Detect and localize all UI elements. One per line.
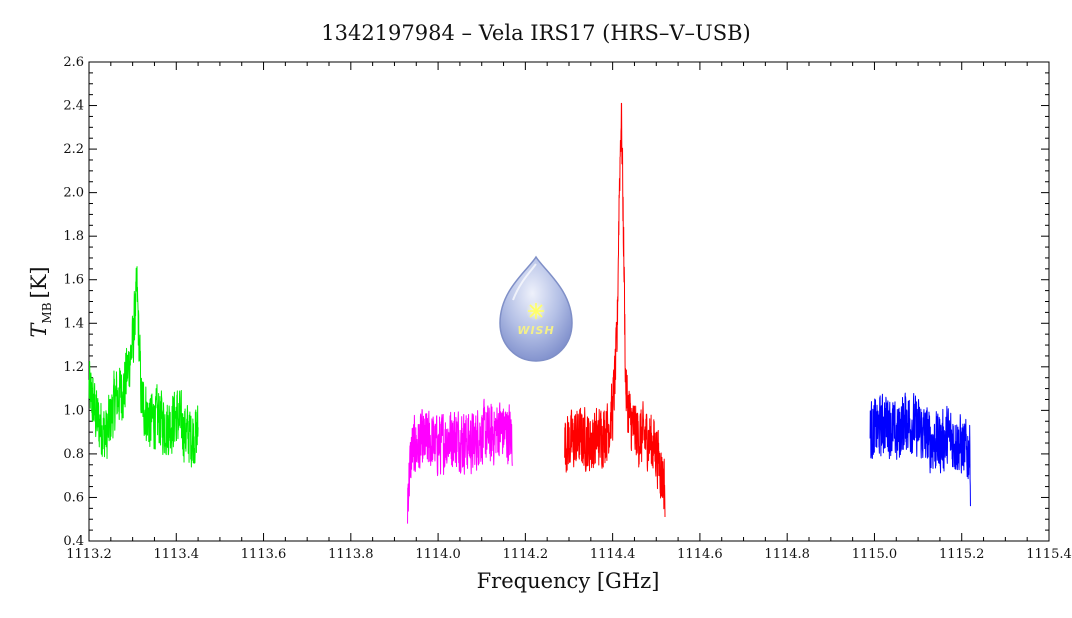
- y-tick-label: 2.2: [63, 142, 84, 157]
- spectrum-series-2: [407, 398, 513, 524]
- y-tick-label: 0.8: [63, 447, 84, 462]
- wish-logo: WISH: [499, 255, 573, 362]
- y-tick-label: 1.4: [63, 316, 84, 331]
- y-axis-symbol: T: [27, 322, 51, 338]
- y-tick-label: 2.0: [63, 186, 84, 201]
- x-tick-label: 1114.0: [415, 547, 461, 562]
- x-tick-labels: 1113.2 1113.4 1113.6 1113.8 1114.0 1114.2 1114…: [66, 547, 1072, 562]
- y-axis-subscript: MB: [40, 302, 54, 323]
- y-axis-unit: [K]: [27, 266, 51, 298]
- x-tick-label: 1113.6: [241, 547, 287, 562]
- x-tick-label: 1114.4: [590, 547, 636, 562]
- plot-frame: [88, 61, 1050, 542]
- x-tick-label: 1113.2: [66, 547, 112, 562]
- spectrum-series-3: [564, 102, 666, 518]
- chart-title: 1342197984 – Vela IRS17 (HRS–V–USB): [321, 21, 751, 45]
- svg-text:TMB[K]: TMB [K]: [27, 266, 54, 337]
- x-tick-label: 1113.8: [328, 547, 374, 562]
- y-tick-labels: 0.4 0.6 0.8 1.0 1.2 1.4 1.6 1.8 2.0 2.2 2.4 2.6: [63, 55, 84, 549]
- x-tick-label: 1114.6: [677, 547, 723, 562]
- x-axis-label: Frequency [GHz]: [477, 569, 660, 593]
- x-tick-label: 1114.2: [503, 547, 549, 562]
- x-tick-label: 1115.0: [852, 547, 898, 562]
- axis-ticks: [88, 61, 1050, 542]
- y-axis-label: TMB [K]: [27, 266, 54, 337]
- y-tick-label: 1.8: [63, 229, 84, 244]
- spectrum-series-4: [869, 392, 971, 507]
- y-tick-label: 0.4: [63, 534, 84, 549]
- x-tick-label: 1115.2: [939, 547, 985, 562]
- y-tick-label: 2.4: [63, 99, 84, 114]
- x-tick-label: 1115.4: [1026, 547, 1072, 562]
- logo-text: WISH: [517, 324, 554, 337]
- y-tick-label: 2.6: [63, 55, 84, 70]
- y-tick-label: 0.6: [63, 490, 84, 505]
- y-tick-label: 1.0: [63, 403, 84, 418]
- spectral-series: [88, 102, 971, 524]
- spectrum-series-1: [88, 266, 199, 468]
- x-tick-label: 1114.8: [764, 547, 810, 562]
- x-tick-label: 1113.4: [154, 547, 200, 562]
- y-tick-label: 1.2: [63, 360, 84, 375]
- y-tick-label: 1.6: [63, 273, 84, 288]
